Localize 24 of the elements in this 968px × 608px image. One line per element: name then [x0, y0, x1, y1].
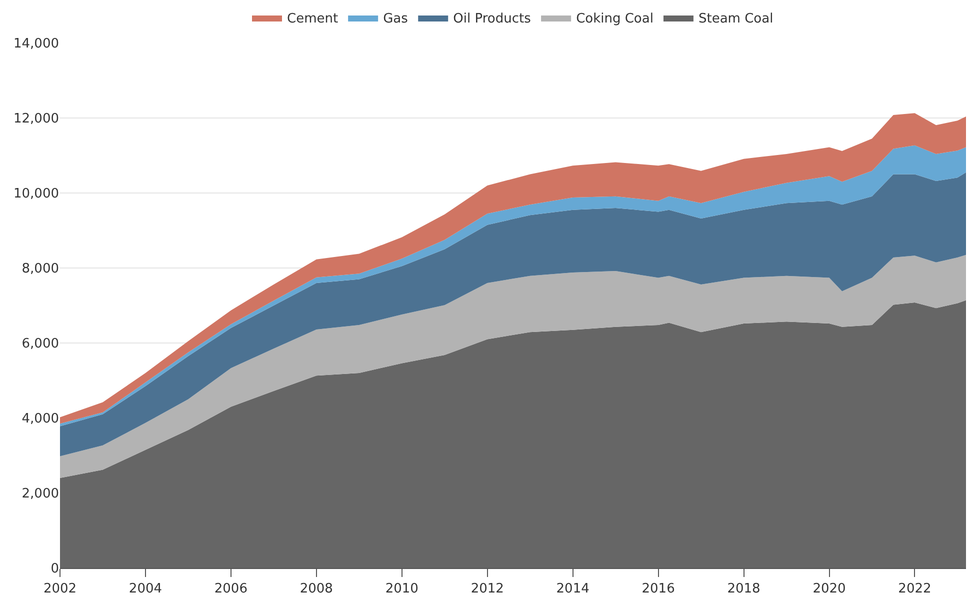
- y-tick-label: 8,000: [22, 262, 59, 277]
- y-tick-label: 2,000: [22, 486, 59, 502]
- x-tick-label: 2020: [812, 582, 846, 597]
- x-tick-label: 2018: [727, 582, 760, 597]
- x-tick-label: 2016: [642, 582, 675, 597]
- y-tick-label: 4,000: [22, 412, 59, 427]
- x-tick-label: 2006: [214, 582, 248, 597]
- legend-label: Steam Coal: [698, 12, 774, 27]
- legend-label: Coking Coal: [576, 12, 654, 27]
- y-tick-label: 0: [50, 562, 59, 577]
- x-tick-label: 2002: [43, 582, 77, 597]
- x-tick-label: 2014: [556, 582, 590, 597]
- x-tick-label: 2008: [300, 582, 333, 597]
- y-tick-label: 12,000: [14, 112, 59, 127]
- x-tick-label: 2004: [128, 582, 162, 597]
- y-tick-label: 6,000: [22, 336, 59, 352]
- legend-label: Cement: [287, 12, 338, 27]
- legend-label: Gas: [383, 12, 408, 27]
- legend-label: Oil Products: [453, 12, 532, 27]
- x-tick-label: 2012: [470, 582, 504, 597]
- y-tick-label: 10,000: [14, 186, 59, 202]
- x-tick-label: 2022: [898, 582, 932, 597]
- x-tick-label: 2010: [385, 582, 418, 597]
- y-tick-label: 14,000: [14, 36, 59, 52]
